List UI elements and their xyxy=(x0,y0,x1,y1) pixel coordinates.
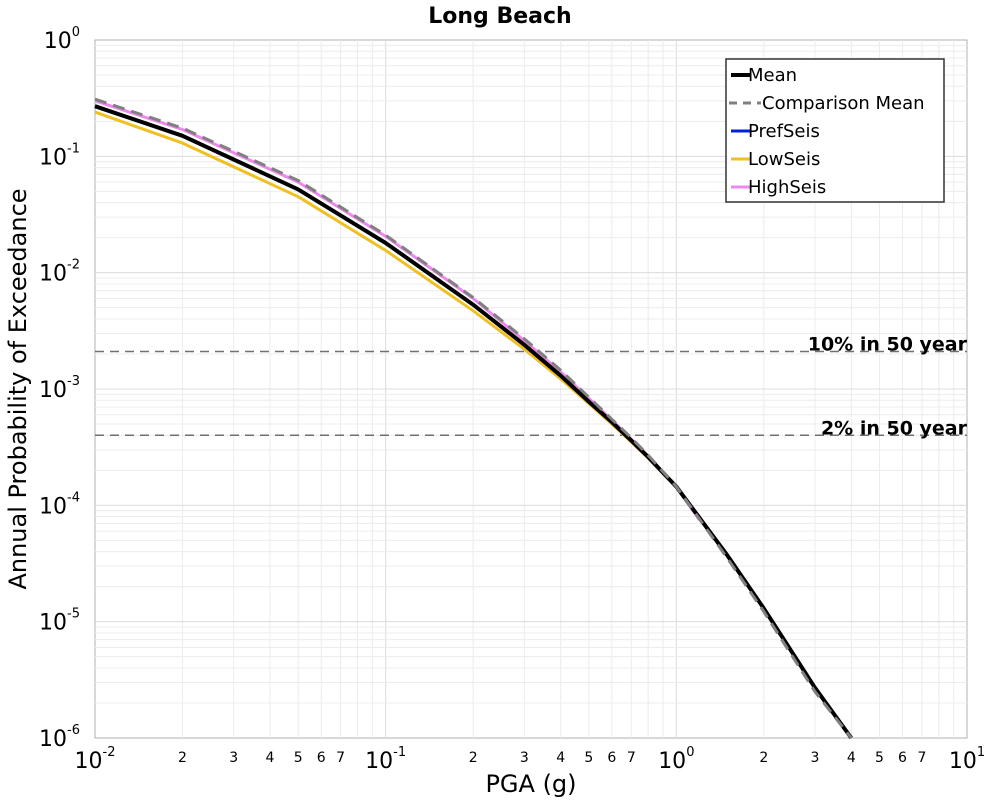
x-minor-tick-label: 6 xyxy=(898,750,907,766)
y-tick-label: 10-4 xyxy=(39,490,80,519)
x-minor-tick-label: 2 xyxy=(178,750,187,766)
y-tick-label: 10-2 xyxy=(39,258,80,287)
y-tick-label: 10-5 xyxy=(39,607,80,636)
x-minor-tick-label: 3 xyxy=(811,750,820,766)
x-minor-tick-label: 7 xyxy=(336,750,345,766)
y-tick-label: 10-1 xyxy=(39,141,80,170)
legend-box xyxy=(725,58,945,203)
x-axis-label: PGA (g) xyxy=(485,770,576,798)
x-minor-tick-label: 4 xyxy=(847,750,856,766)
x-minor-tick-label: 2 xyxy=(469,750,478,766)
x-minor-tick-label: 6 xyxy=(607,750,616,766)
x-tick-label: 10-1 xyxy=(365,745,406,774)
series-lines xyxy=(94,97,853,740)
x-tick-label: 101 xyxy=(949,745,985,774)
y-tick-label: 100 xyxy=(44,25,80,54)
x-minor-tick-label: 4 xyxy=(266,750,275,766)
y-tick-label: 10-3 xyxy=(39,374,80,403)
legend-label: LowSeis xyxy=(748,149,820,170)
x-minor-tick-label: 5 xyxy=(584,750,593,766)
x-minor-tick-label: 7 xyxy=(918,750,927,766)
x-minor-tick-label: 7 xyxy=(627,750,636,766)
x-minor-tick-label: 4 xyxy=(556,750,565,766)
y-axis-ticks: 100 10-1 10-2 10-3 10-4 10-5 10-6 xyxy=(39,25,80,752)
y-axis-label: Annual Probability of Exceedance xyxy=(4,188,32,589)
legend: Mean Comparison Mean PrefSeis LowSeis HighSe… xyxy=(725,58,945,203)
x-tick-label: 10-2 xyxy=(75,745,116,774)
chart-title: Long Beach xyxy=(428,4,571,29)
y-tick-label: 10-6 xyxy=(39,723,80,752)
x-minor-tick-label: 5 xyxy=(294,750,303,766)
x-minor-tick-label: 3 xyxy=(520,750,529,766)
x-minor-tick-label: 3 xyxy=(229,750,238,766)
series-line-comparison-mean xyxy=(94,97,853,739)
reference-line-label: 10% in 50 year xyxy=(808,334,968,356)
x-tick-label: 100 xyxy=(658,745,694,774)
x-minor-tick-label: 6 xyxy=(317,750,326,766)
legend-label: Mean xyxy=(748,65,797,86)
x-minor-tick-label: 5 xyxy=(875,750,884,766)
reference-line-label: 2% in 50 year xyxy=(821,417,968,439)
x-minor-tick-label: 2 xyxy=(759,750,768,766)
series-line-mean xyxy=(94,104,853,740)
legend-label: PrefSeis xyxy=(748,121,820,142)
legend-label: HighSeis xyxy=(748,177,826,198)
legend-label: Comparison Mean xyxy=(762,93,925,114)
